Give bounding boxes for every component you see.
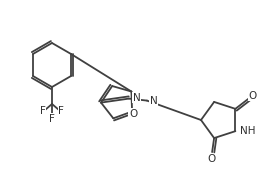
- Text: N: N: [150, 96, 158, 106]
- Text: O: O: [129, 109, 137, 118]
- Text: F: F: [58, 106, 64, 116]
- Text: F: F: [40, 106, 46, 116]
- Text: O: O: [207, 154, 215, 164]
- Text: F: F: [49, 114, 55, 124]
- Text: NH: NH: [240, 126, 256, 136]
- Text: O: O: [248, 91, 257, 101]
- Text: N: N: [133, 93, 141, 103]
